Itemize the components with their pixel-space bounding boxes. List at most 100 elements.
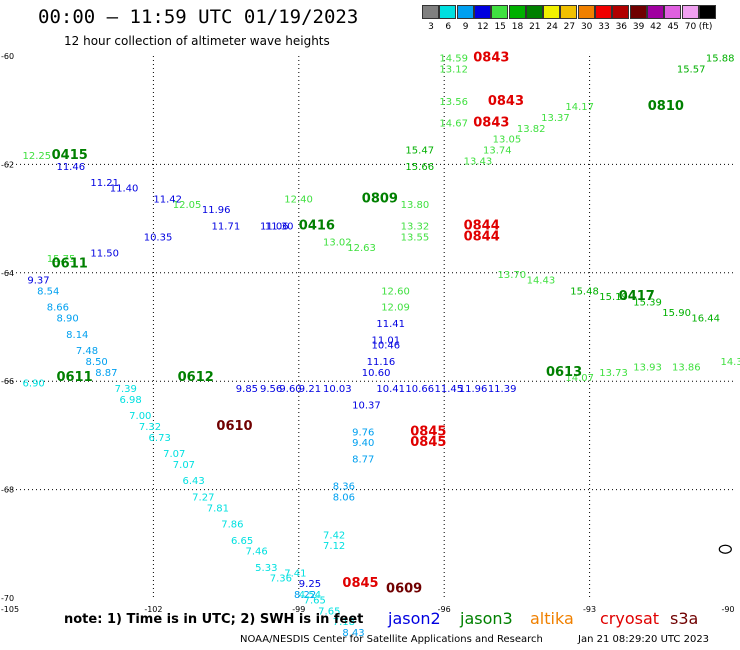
wave-height-value: 15.47 <box>405 146 434 157</box>
island-outline <box>718 544 732 554</box>
lon-tick-label: -90 <box>721 605 734 614</box>
wave-height-value: 8.90 <box>56 314 78 325</box>
colorbar-label: 9 <box>462 22 469 32</box>
wave-height-value: 10.66 <box>405 384 434 395</box>
wave-height-value: 9.40 <box>352 438 374 449</box>
colorbar-swatch <box>577 5 595 19</box>
lat-tick-label: -68 <box>1 486 14 495</box>
wave-height-value: 8.22 <box>294 590 316 601</box>
wave-height-value: 14.59 <box>439 53 468 64</box>
wave-height-value: 8.50 <box>86 357 108 368</box>
wave-height-value: 11.40 <box>110 184 139 195</box>
colorbar-label: 18 <box>511 22 524 32</box>
wave-height-value: 12.63 <box>347 243 376 254</box>
wave-height-value: 7.46 <box>245 547 267 558</box>
wave-height-value: 6.90 <box>23 379 45 390</box>
pass-time-label: 0845 <box>410 435 446 450</box>
wave-height-value: 5.33 <box>255 563 277 574</box>
pass-time-label: 0611 <box>56 370 92 385</box>
wave-height-value: 11.41 <box>376 319 405 330</box>
colorbar-swatch <box>646 5 664 19</box>
generation-timestamp: Jan 21 08:29:20 UTC 2023 <box>578 634 710 645</box>
wave-height-value: 8.66 <box>47 303 69 314</box>
wave-height-value: 7.48 <box>76 346 98 357</box>
wave-height-value: 13.82 <box>517 124 546 135</box>
colorbar-swatch <box>698 5 716 19</box>
wave-height-value: 11.21 <box>90 178 119 189</box>
pass-time-label: 0416 <box>299 218 335 233</box>
wave-height-value: 6.73 <box>149 433 171 444</box>
lat-tick-label: -66 <box>1 377 14 386</box>
wave-height-value: 12.05 <box>173 200 202 211</box>
lat-tick-label: -62 <box>1 160 14 169</box>
colorbar-label: 39 <box>632 22 645 32</box>
wave-height-value: 15.66 <box>405 162 434 173</box>
wave-height-value: 7.36 <box>270 574 292 585</box>
wave-height-value: 11.96 <box>459 384 488 395</box>
colorbar-swatch <box>456 5 474 19</box>
colorbar-swatch <box>681 5 699 19</box>
pass-time-label: 0844 <box>464 218 500 233</box>
wave-height-value: 10.41 <box>376 384 405 395</box>
pass-time-label: 0843 <box>473 50 509 65</box>
pass-time-label: 0843 <box>488 94 524 109</box>
colorbar-label: 12 <box>477 22 489 32</box>
pass-time-label: 0611 <box>52 256 88 271</box>
wave-height-value: 10.37 <box>352 400 381 411</box>
colorbar-label: 21 <box>529 22 541 32</box>
wave-height-value: 8.77 <box>352 455 374 466</box>
wave-height-value: 13.93 <box>633 362 662 373</box>
mission-label-cryosat: cryosat <box>600 609 660 628</box>
wave-height-value: 14.35 <box>720 357 740 368</box>
pass-time-label: 0845 <box>342 576 378 591</box>
pass-time-label: 0417 <box>619 289 655 304</box>
wave-height-value: 7.65 <box>318 606 340 617</box>
lon-tick-label: -99 <box>292 605 305 614</box>
wave-height-value: 9.21 <box>299 384 321 395</box>
wave-height-value: 13.74 <box>483 146 512 157</box>
wave-height-value: 11.01 <box>372 335 401 346</box>
colorbar-swatch <box>560 5 578 19</box>
wave-height-value: 8.14 <box>66 330 88 341</box>
colorbar-swatch <box>422 5 439 19</box>
wave-height-value: 7.81 <box>207 503 229 514</box>
wave-height-value: 4.54 <box>299 590 321 601</box>
wave-height-value: 12.09 <box>381 303 410 314</box>
wave-height-value: 7.32 <box>139 422 161 433</box>
colorbar-label: 36 <box>615 22 628 32</box>
wave-height-value: 13.70 <box>498 270 527 281</box>
wave-height-value: 15.19 <box>599 292 628 303</box>
wave-height-value: 11.50 <box>90 249 119 260</box>
mission-label-jason3: jason3 <box>460 609 513 628</box>
wave-height-value: 7.39 <box>115 384 137 395</box>
pass-time-label: 0610 <box>216 419 252 434</box>
wave-height-value: 9.56 <box>260 384 282 395</box>
colorbar-swatch <box>543 5 561 19</box>
wave-height-value: 7.07 <box>163 449 185 460</box>
wave-height-value: 6.98 <box>119 395 141 406</box>
pass-time-label: 0809 <box>362 191 398 206</box>
wave-height-value: 7.00 <box>129 411 151 422</box>
lon-tick-label: -96 <box>438 605 451 614</box>
wave-height-value: 14.67 <box>439 118 468 129</box>
wave-height-value: 7.65 <box>304 595 326 606</box>
mission-label-jason2: jason2 <box>388 609 441 628</box>
pass-time-label: 0415 <box>52 148 88 163</box>
colorbar-unit: (ft) <box>698 22 713 32</box>
colorbar-swatch <box>629 5 647 19</box>
wave-height-value: 10.46 <box>372 341 401 352</box>
colorbar-swatch <box>508 5 526 19</box>
wave-height-value: 7.18 <box>333 617 355 628</box>
wave-height-value: 11.96 <box>202 205 231 216</box>
lat-tick-label: -60 <box>1 52 14 61</box>
colorbar-label: 30 <box>580 22 593 32</box>
wave-height-value: 13.05 <box>493 135 522 146</box>
colorbar-label: 27 <box>563 22 576 32</box>
wave-height-value: 14.17 <box>565 102 594 113</box>
wave-height-value: 9.37 <box>27 276 49 287</box>
wave-height-value: 12.60 <box>381 286 410 297</box>
wave-height-value: 10.60 <box>362 368 391 379</box>
wave-height-value: 7.42 <box>323 530 345 541</box>
wave-height-value: 7.41 <box>284 568 306 579</box>
colorbar-label: 6 <box>445 22 452 32</box>
